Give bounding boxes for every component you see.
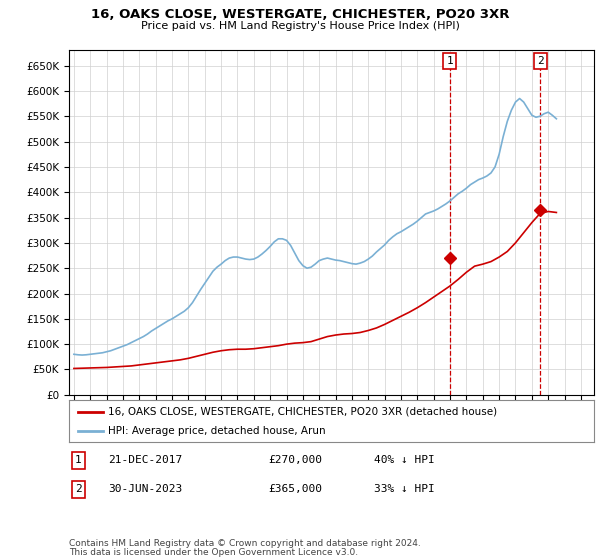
Text: 16, OAKS CLOSE, WESTERGATE, CHICHESTER, PO20 3XR: 16, OAKS CLOSE, WESTERGATE, CHICHESTER, … [91,8,509,21]
Text: £270,000: £270,000 [269,455,323,465]
Text: £365,000: £365,000 [269,484,323,494]
Text: 40% ↓ HPI: 40% ↓ HPI [373,455,434,465]
Text: 30-JUN-2023: 30-JUN-2023 [109,484,182,494]
Text: 1: 1 [75,455,82,465]
Text: 21-DEC-2017: 21-DEC-2017 [109,455,182,465]
Text: 2: 2 [75,484,82,494]
Text: This data is licensed under the Open Government Licence v3.0.: This data is licensed under the Open Gov… [69,548,358,557]
Text: 1: 1 [446,56,453,66]
Text: Contains HM Land Registry data © Crown copyright and database right 2024.: Contains HM Land Registry data © Crown c… [69,539,421,548]
Text: 2: 2 [536,56,544,66]
Text: 33% ↓ HPI: 33% ↓ HPI [373,484,434,494]
Text: HPI: Average price, detached house, Arun: HPI: Average price, detached house, Arun [109,426,326,436]
Text: 16, OAKS CLOSE, WESTERGATE, CHICHESTER, PO20 3XR (detached house): 16, OAKS CLOSE, WESTERGATE, CHICHESTER, … [109,407,497,417]
Text: Price paid vs. HM Land Registry's House Price Index (HPI): Price paid vs. HM Land Registry's House … [140,21,460,31]
